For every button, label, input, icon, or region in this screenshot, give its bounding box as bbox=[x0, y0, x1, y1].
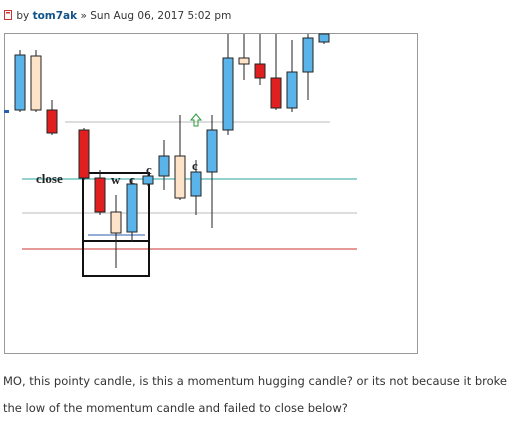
marker bbox=[4, 110, 9, 113]
author-link[interactable]: tom7ak bbox=[32, 10, 78, 22]
candle-body bbox=[94, 177, 106, 213]
image-label: w bbox=[111, 172, 121, 187]
candle-body bbox=[270, 77, 282, 109]
candle-body bbox=[174, 155, 186, 199]
candle-body bbox=[142, 175, 154, 185]
candle-body bbox=[110, 211, 122, 234]
post-body: MO, this pointy candle, is this a moment… bbox=[3, 374, 508, 415]
candle-body bbox=[14, 54, 26, 111]
chart-image: close w c c c bbox=[4, 33, 418, 354]
image-frame bbox=[4, 33, 418, 354]
candle-body bbox=[46, 109, 58, 134]
candle-body bbox=[318, 33, 330, 43]
candle-body bbox=[302, 37, 314, 73]
candle-body bbox=[158, 155, 170, 177]
candle-body bbox=[190, 171, 202, 197]
post-icon bbox=[4, 10, 12, 20]
by-label: by bbox=[16, 10, 30, 22]
image-content: close w c c c bbox=[4, 33, 357, 277]
candle-body bbox=[206, 129, 218, 173]
post-byline: by tom7ak » Sun Aug 06, 2017 5:02 pm bbox=[4, 10, 231, 22]
candle-body bbox=[78, 129, 90, 179]
image-label: c bbox=[192, 158, 198, 173]
image-label: c bbox=[146, 162, 152, 177]
candle-body bbox=[238, 57, 250, 65]
arrow-up bbox=[189, 113, 203, 127]
candle-body bbox=[222, 57, 234, 131]
candle-body bbox=[126, 183, 138, 233]
candle-body bbox=[30, 55, 42, 111]
image-label: close bbox=[36, 171, 63, 186]
post-date: » Sun Aug 06, 2017 5:02 pm bbox=[80, 10, 232, 22]
candle-body bbox=[254, 63, 266, 79]
candle-body bbox=[286, 71, 298, 109]
